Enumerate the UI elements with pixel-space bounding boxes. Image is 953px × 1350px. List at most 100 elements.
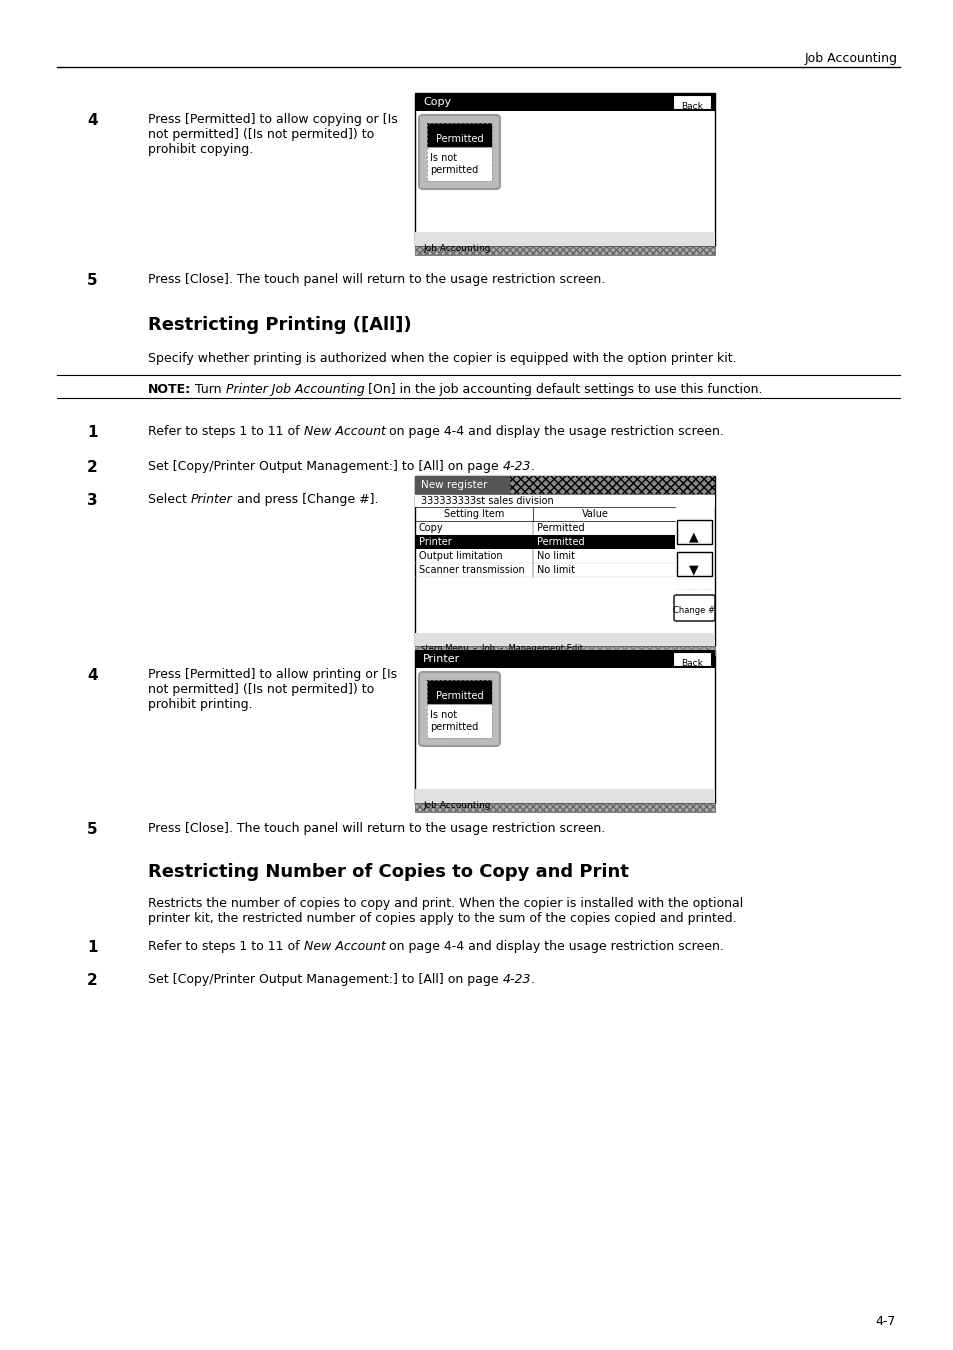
Bar	[427, 680, 492, 703]
Text: New register: New register	[420, 481, 487, 490]
Bar	[415, 93, 714, 111]
Text: Press [Permitted] to allow copying or [Is: Press [Permitted] to allow copying or [I…	[148, 113, 397, 126]
Bar	[415, 477, 714, 494]
Bar	[510, 477, 714, 494]
Text: New Account: New Account	[303, 425, 385, 437]
Text: Job Accounting: Job Accounting	[422, 244, 490, 252]
Text: Permitted: Permitted	[537, 522, 584, 533]
Text: 4-23: 4-23	[502, 460, 531, 472]
Text: on page 4-4 and display the usage restriction screen.: on page 4-4 and display the usage restri…	[385, 425, 723, 437]
Text: 333333333st sales division: 333333333st sales division	[420, 495, 553, 506]
Text: Job Accounting: Job Accounting	[422, 801, 490, 810]
Bar	[427, 147, 492, 181]
Text: Back: Back	[680, 103, 702, 111]
Text: .: .	[531, 460, 535, 472]
Text: Select: Select	[148, 493, 191, 506]
Text: Refer to steps 1 to 11 of: Refer to steps 1 to 11 of	[148, 425, 303, 437]
Text: Restricts the number of copies to copy and print. When the copier is installed w: Restricts the number of copies to copy a…	[148, 896, 742, 910]
Bar	[415, 93, 714, 246]
Text: Printer: Printer	[418, 537, 452, 547]
Text: Restricting Printing ([All]): Restricting Printing ([All])	[148, 316, 411, 333]
Text: Printer Job Accounting: Printer Job Accounting	[226, 383, 364, 396]
Text: Scanner transmission: Scanner transmission	[418, 566, 524, 575]
Text: Change #: Change #	[672, 606, 714, 616]
Text: Output limitation: Output limitation	[418, 551, 502, 562]
Text: printer kit, the restricted number of copies apply to the sum of the copies copi: printer kit, the restricted number of co…	[148, 913, 736, 925]
Bar	[415, 535, 675, 549]
Bar	[427, 703, 492, 738]
Text: Copy: Copy	[418, 522, 443, 533]
Bar	[427, 147, 492, 181]
Text: Turn: Turn	[191, 383, 226, 396]
Text: permitted: permitted	[430, 165, 477, 176]
Text: No limit: No limit	[537, 566, 575, 575]
Text: Back: Back	[680, 659, 702, 668]
Text: not permitted] ([Is not permited]) to: not permitted] ([Is not permited]) to	[148, 128, 374, 140]
Text: 4: 4	[87, 113, 97, 128]
Text: 5: 5	[87, 822, 97, 837]
Text: Is not: Is not	[430, 710, 456, 720]
Bar	[415, 803, 714, 811]
Text: No limit: No limit	[537, 551, 575, 562]
Text: Press [Close]. The touch panel will return to the usage restriction screen.: Press [Close]. The touch panel will retu…	[148, 273, 604, 286]
Text: Setting Item: Setting Item	[443, 509, 503, 518]
Text: prohibit printing.: prohibit printing.	[148, 698, 253, 711]
Text: Permitted: Permitted	[436, 691, 483, 701]
Text: Specify whether printing is authorized when the copier is equipped with the opti: Specify whether printing is authorized w…	[148, 352, 736, 365]
Text: not permitted] ([Is not permited]) to: not permitted] ([Is not permited]) to	[148, 683, 374, 697]
Bar	[672, 95, 710, 109]
Bar	[415, 649, 714, 803]
Text: Permitted: Permitted	[537, 537, 584, 547]
Text: Value: Value	[581, 509, 608, 518]
Bar	[415, 647, 714, 655]
Text: Set [Copy/Printer Output Management:] to [All] on page: Set [Copy/Printer Output Management:] to…	[148, 460, 502, 472]
FancyBboxPatch shape	[418, 115, 499, 189]
Text: Printer: Printer	[422, 653, 459, 664]
Bar	[415, 246, 714, 255]
FancyBboxPatch shape	[673, 595, 714, 621]
Text: and press [Change #].: and press [Change #].	[233, 493, 377, 506]
Text: Printer: Printer	[191, 493, 233, 506]
Text: 4-7: 4-7	[874, 1315, 895, 1328]
Text: 2: 2	[87, 460, 97, 475]
Text: 3: 3	[87, 493, 97, 508]
Text: Set [Copy/Printer Output Management:] to [All] on page: Set [Copy/Printer Output Management:] to…	[148, 973, 502, 985]
Text: Job Accounting: Job Accounting	[804, 53, 897, 65]
Bar	[677, 520, 711, 544]
Text: 1: 1	[87, 425, 97, 440]
Bar	[415, 494, 714, 508]
Text: [On] in the job accounting default settings to use this function.: [On] in the job accounting default setti…	[364, 383, 762, 396]
Text: on page 4-4 and display the usage restriction screen.: on page 4-4 and display the usage restri…	[385, 940, 723, 953]
Bar	[415, 477, 714, 647]
FancyBboxPatch shape	[418, 672, 499, 747]
Text: 4: 4	[87, 668, 97, 683]
Text: NOTE:: NOTE:	[148, 383, 191, 396]
Text: Press [Close]. The touch panel will return to the usage restriction screen.: Press [Close]. The touch panel will retu…	[148, 822, 604, 836]
Text: New Account: New Account	[303, 940, 385, 953]
Bar	[427, 680, 492, 703]
Bar	[415, 232, 714, 246]
Text: permitted: permitted	[430, 722, 477, 732]
Bar	[672, 652, 710, 666]
Text: ▲: ▲	[688, 531, 699, 543]
Bar	[415, 633, 714, 647]
Bar	[427, 123, 492, 147]
Text: 2: 2	[87, 973, 97, 988]
Text: Press [Permitted] to allow printing or [Is: Press [Permitted] to allow printing or […	[148, 668, 396, 680]
Bar	[427, 703, 492, 738]
Text: 1: 1	[87, 940, 97, 954]
Text: Copy: Copy	[422, 97, 451, 107]
Text: Is not: Is not	[430, 153, 456, 163]
Text: Permitted: Permitted	[436, 134, 483, 144]
Text: 5: 5	[87, 273, 97, 288]
Bar	[427, 123, 492, 147]
Text: .: .	[531, 973, 535, 985]
Text: Restricting Number of Copies to Copy and Print: Restricting Number of Copies to Copy and…	[148, 863, 628, 882]
Text: ▼: ▼	[688, 563, 699, 576]
Text: 4-23: 4-23	[502, 973, 531, 985]
Bar	[415, 649, 714, 668]
Text: stern Menu  -  Job  -  Management Edit: stern Menu - Job - Management Edit	[420, 644, 582, 653]
Bar	[677, 552, 711, 576]
Bar	[415, 788, 714, 803]
Text: prohibit copying.: prohibit copying.	[148, 143, 253, 157]
